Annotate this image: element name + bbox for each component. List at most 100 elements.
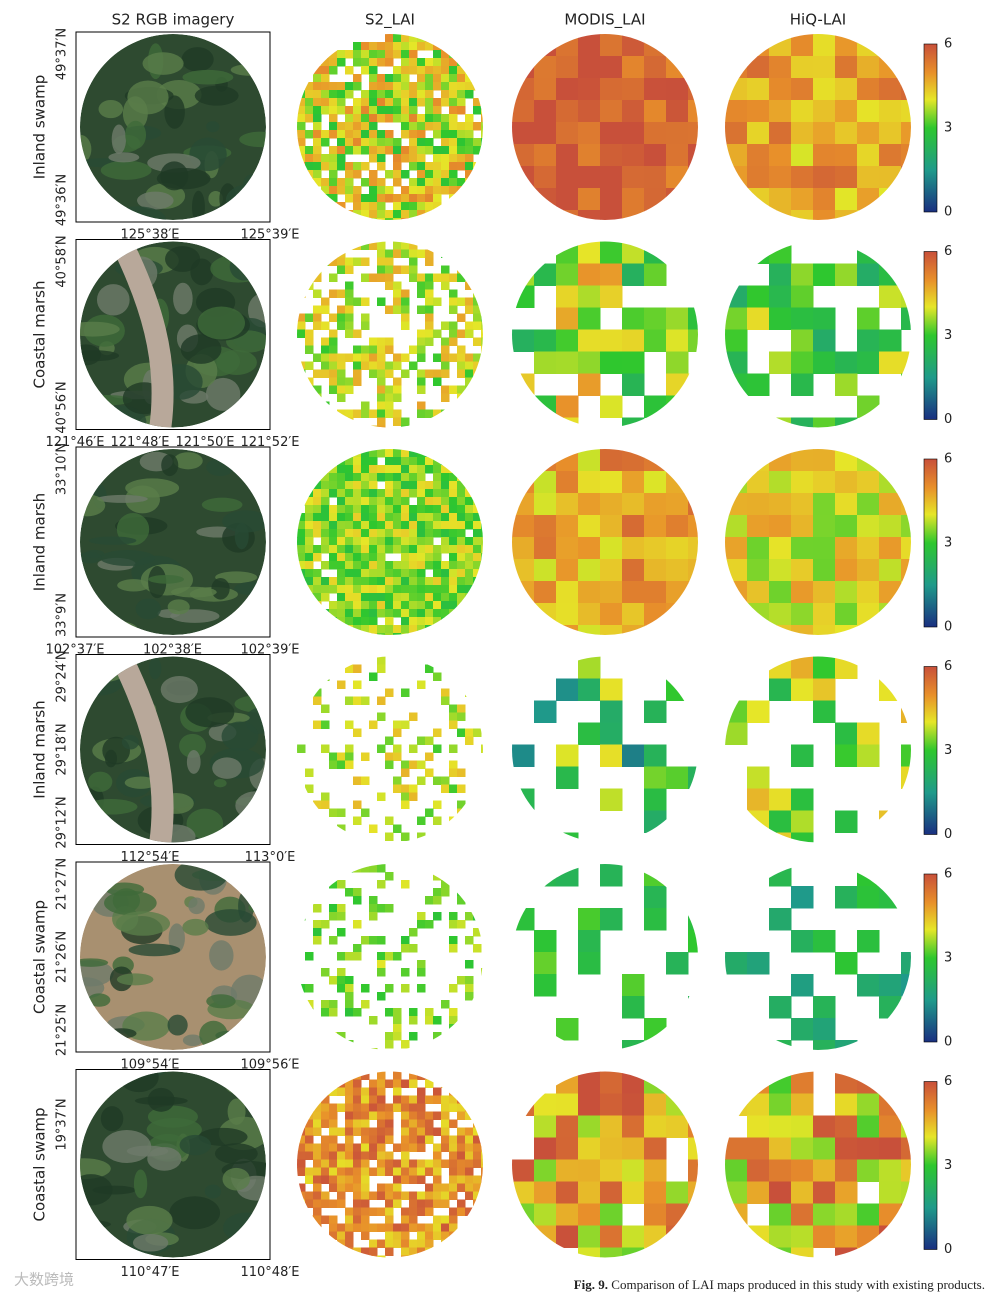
lai-cell	[725, 100, 748, 123]
lai-cell	[622, 100, 645, 123]
lai-cell	[345, 720, 354, 729]
lai-cell	[465, 138, 474, 147]
lai-cell	[473, 186, 482, 195]
lai-cell	[433, 1255, 442, 1258]
lai-cell	[813, 210, 836, 220]
lai-cell	[441, 888, 450, 897]
lai-cell	[297, 321, 306, 330]
lai-cell	[600, 603, 623, 626]
lai-cell	[361, 633, 370, 635]
lai-cell	[556, 188, 579, 211]
lai-cell	[313, 1040, 322, 1049]
lai-cell	[481, 1143, 483, 1152]
lai-cell	[688, 144, 698, 167]
lai-cell	[835, 34, 858, 57]
lai-cell	[481, 218, 483, 220]
lai-cell	[321, 577, 330, 586]
lai-cell	[369, 241, 378, 250]
lai-cell	[901, 285, 911, 308]
lai-cell	[481, 170, 483, 179]
lai-cell	[385, 593, 394, 602]
lai-cell	[622, 56, 645, 79]
lai-cell	[879, 122, 902, 145]
lai-cell	[401, 1239, 410, 1248]
lai-cell	[449, 784, 458, 793]
lai-cell	[600, 263, 623, 286]
lai-cell	[337, 130, 346, 139]
lai-cell	[835, 559, 858, 582]
lai-cell	[622, 1247, 645, 1258]
lai-cell	[377, 297, 386, 306]
lai-cell	[481, 297, 483, 306]
lai-cell	[409, 361, 418, 370]
lai-cell	[393, 1159, 402, 1168]
lai-cell	[353, 210, 362, 219]
lai-cell	[578, 515, 601, 538]
lai-cell	[433, 776, 442, 785]
lai-cell	[901, 1115, 911, 1138]
lai-cell	[688, 537, 698, 560]
lai-cell	[481, 90, 483, 99]
lai-cell	[813, 493, 836, 516]
lai-cell	[449, 1103, 458, 1112]
lai-cell	[666, 1181, 689, 1204]
lai-cell	[457, 505, 466, 514]
lai-cell	[385, 736, 394, 745]
lai-cell	[385, 984, 394, 993]
rgb-image	[80, 656, 266, 843]
lai-cell	[457, 154, 466, 163]
lai-cell	[305, 1239, 314, 1248]
lai-cell	[377, 1207, 386, 1216]
lai-cell	[417, 202, 426, 211]
lai-cell	[600, 56, 623, 79]
rgb-blob	[100, 1106, 124, 1132]
lai-cell	[725, 864, 748, 887]
lai-cell	[393, 114, 402, 123]
lai-cell	[313, 34, 322, 43]
lai-cell	[534, 122, 557, 145]
lai-cell	[345, 313, 354, 322]
lai-map	[725, 864, 911, 1050]
lai-cell	[345, 66, 354, 75]
lai-cell	[297, 1183, 306, 1192]
lai-cell	[401, 297, 410, 306]
rgb-blob	[126, 1205, 173, 1235]
lai-cell	[769, 603, 792, 626]
lai-cell	[377, 465, 386, 474]
lai-cell	[457, 521, 466, 530]
lai-cell	[385, 585, 394, 594]
lai-cell	[901, 810, 911, 833]
lai-cell	[329, 98, 338, 107]
lai-cell	[835, 1225, 858, 1248]
rgb-blob	[161, 454, 179, 477]
lai-cell	[534, 581, 557, 604]
lai-cell	[857, 886, 880, 909]
lai-map	[512, 864, 698, 1050]
lai-cell	[725, 449, 748, 472]
lai-cell	[377, 537, 386, 546]
lai-cell	[313, 489, 322, 498]
lai-cell	[329, 313, 338, 322]
lai-cell	[441, 609, 450, 618]
lai-cell	[457, 194, 466, 203]
lai-cell	[337, 864, 346, 873]
lai-cell	[901, 122, 911, 145]
lai-cell	[305, 529, 314, 538]
lai-cell	[321, 257, 330, 266]
lai-cell	[345, 1215, 354, 1224]
lai-cell	[622, 144, 645, 167]
lai-cell	[688, 625, 698, 635]
lai-cell	[377, 1079, 386, 1088]
lai-cell	[457, 345, 466, 354]
lai-cell	[578, 952, 601, 975]
lai-cell	[297, 1071, 306, 1080]
lai-cell	[393, 1167, 402, 1176]
lai-cell	[813, 449, 836, 472]
lai-cell	[725, 395, 748, 418]
lai-cell	[409, 1095, 418, 1104]
lai-cell	[901, 559, 911, 582]
lai-cell	[313, 138, 322, 147]
lai-cell	[556, 263, 579, 286]
lai-cell	[417, 186, 426, 195]
